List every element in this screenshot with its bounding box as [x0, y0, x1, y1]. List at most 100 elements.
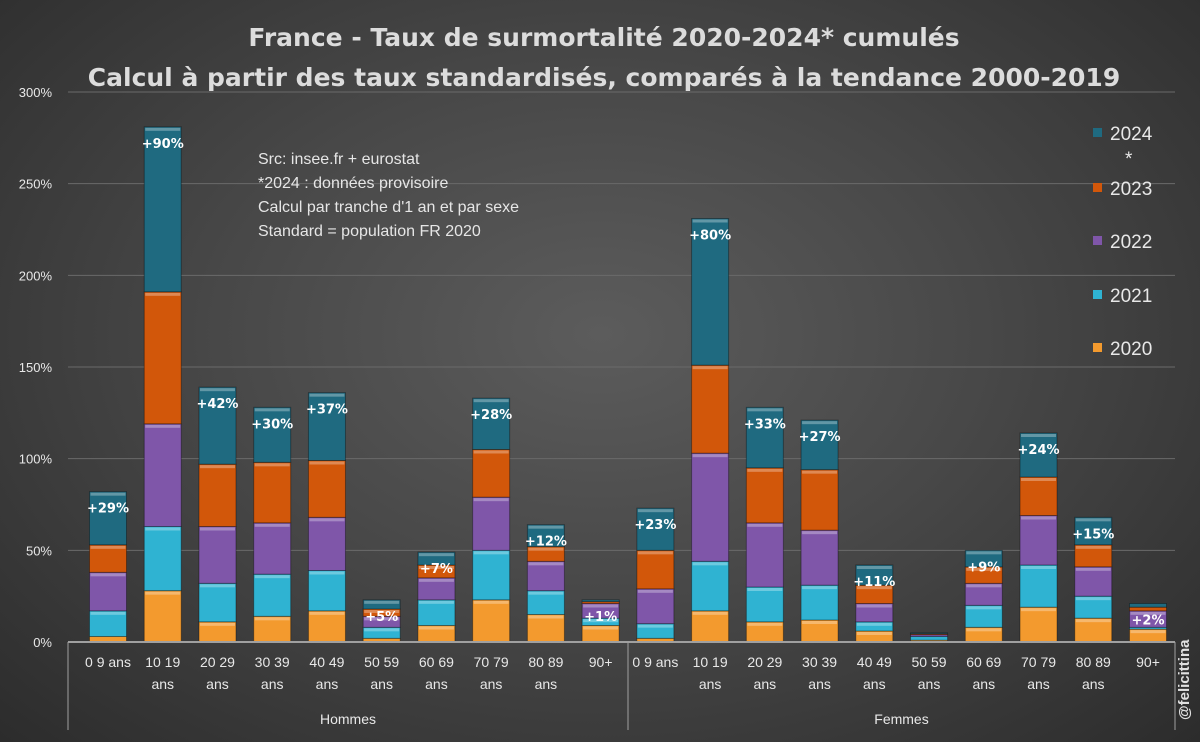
- bar-bevel: [637, 624, 673, 628]
- x-tick-label: ans: [808, 676, 831, 692]
- y-tick-label: 150%: [19, 360, 53, 375]
- bar-segment-2021: [89, 610, 127, 637]
- bar-bevel: [856, 622, 892, 626]
- x-tick-label: ans: [316, 676, 339, 692]
- bar-segment-2021: [636, 623, 675, 639]
- bar-segment-2022: [526, 560, 565, 592]
- bar-bevel: [966, 606, 1002, 610]
- x-tick-label: 50 59: [912, 654, 947, 670]
- x-tick-label: ans: [425, 676, 448, 692]
- bar-bevel: [856, 566, 892, 569]
- y-tick-label: 50%: [26, 543, 52, 558]
- bar-bevel: [145, 292, 181, 296]
- bar-bevel: [528, 525, 564, 529]
- bar-segment-2022: [745, 522, 784, 588]
- x-tick-label: ans: [973, 676, 996, 692]
- x-tick-label: 60 69: [419, 654, 454, 670]
- bar-segment-2022: [307, 516, 346, 571]
- bar-segment-2023: [745, 467, 784, 524]
- bar-segment-2021: [526, 590, 565, 616]
- bar-segment-2021: [1019, 564, 1058, 608]
- bar-bevel: [418, 626, 454, 630]
- annotation-line: Standard = population FR 2020: [258, 223, 481, 240]
- bar-bevel: [90, 611, 126, 615]
- x-tick-label: ans: [918, 676, 941, 692]
- x-tick-label: 80 89: [528, 654, 563, 670]
- bar-segment-2023: [472, 449, 511, 498]
- legend-label: 2022: [1110, 232, 1152, 253]
- bar-segment-2022: [472, 496, 511, 551]
- bar-bevel: [418, 553, 454, 557]
- x-tick-label: 50 59: [364, 654, 399, 670]
- legend-swatch: [1093, 128, 1102, 137]
- x-tick-label: ans: [863, 676, 886, 692]
- legend-label-suffix: *: [1125, 149, 1133, 170]
- bar-segment-2024: [307, 392, 346, 461]
- data-label: +37%: [306, 403, 348, 418]
- x-tick-label: ans: [1027, 676, 1050, 692]
- x-tick-label: 0 9 ans: [85, 654, 131, 670]
- bar-bevel: [309, 461, 345, 465]
- y-tick-label: 0%: [33, 635, 52, 650]
- bar-bevel: [364, 628, 400, 632]
- x-tick-label: ans: [754, 676, 777, 692]
- data-label: +80%: [689, 229, 731, 244]
- x-tick-label: 90+: [1136, 654, 1160, 670]
- bar-bevel: [1130, 630, 1166, 634]
- bar-segment-2021: [691, 560, 730, 612]
- x-tick-label: ans: [151, 676, 174, 692]
- bar-bevel: [145, 591, 181, 595]
- bar-bevel: [199, 622, 235, 626]
- chart-title: France - Taux de surmortalité 2020-2024*…: [248, 23, 959, 52]
- data-label: +27%: [799, 430, 841, 445]
- bar-bevel: [583, 604, 619, 608]
- bar-bevel: [145, 424, 181, 428]
- bar-bevel: [856, 586, 892, 590]
- bar-segment-2022: [143, 423, 182, 528]
- bar-bevel: [692, 562, 728, 566]
- data-label: +15%: [1072, 527, 1114, 542]
- bar-bevel: [418, 600, 454, 604]
- bar-segment-2024: [417, 551, 456, 566]
- data-label: +7%: [420, 562, 453, 577]
- bar-segment-2022: [253, 522, 292, 575]
- bar-bevel: [528, 591, 564, 595]
- bar-segment-2024: [1129, 603, 1167, 608]
- bar-segment-2024: [472, 397, 511, 450]
- data-label: +12%: [525, 535, 567, 550]
- bar-bevel: [145, 127, 181, 131]
- bar-bevel: [90, 573, 126, 577]
- x-tick-label: 20 29: [747, 654, 782, 670]
- x-tick-label: 0 9 ans: [632, 654, 678, 670]
- bar-bevel: [473, 450, 509, 454]
- bar-bevel: [747, 468, 783, 472]
- legend-swatch: [1093, 343, 1102, 352]
- legend-label: 2020: [1110, 339, 1152, 360]
- bar-segment-2020: [143, 590, 182, 643]
- x-tick-label: 80 89: [1076, 654, 1111, 670]
- bar-bevel: [1021, 516, 1057, 520]
- bar-segment-2024: [636, 507, 675, 551]
- bar-segment-2024: [253, 406, 292, 463]
- group-label: Femmes: [874, 711, 928, 727]
- annotation-line: Src: insee.fr + eurostat: [258, 151, 420, 168]
- bar-bevel: [309, 571, 345, 575]
- bar-segment-2024: [143, 126, 182, 293]
- legend-swatch: [1093, 236, 1102, 245]
- x-tick-label: ans: [206, 676, 229, 692]
- y-tick-label: 300%: [19, 85, 53, 100]
- legend-swatch: [1093, 183, 1102, 192]
- bar-bevel: [583, 619, 619, 623]
- x-tick-label: ans: [1082, 676, 1105, 692]
- bar-bevel: [309, 518, 345, 522]
- y-tick-label: 250%: [19, 177, 53, 192]
- bar-bevel: [1075, 545, 1111, 549]
- bar-bevel: [1021, 434, 1057, 437]
- bar-segment-2024: [89, 491, 127, 546]
- bar-bevel: [528, 562, 564, 566]
- bar-bevel: [747, 523, 783, 527]
- bar-segment-2021: [417, 599, 456, 626]
- bar-bevel: [747, 408, 783, 412]
- bar-bevel: [802, 531, 838, 535]
- bar-bevel: [254, 463, 290, 467]
